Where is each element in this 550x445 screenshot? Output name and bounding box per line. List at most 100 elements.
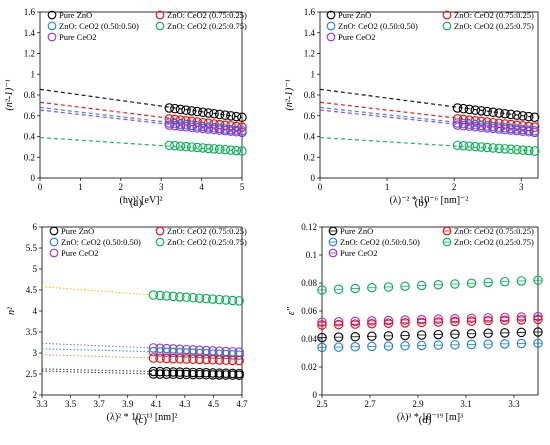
data-point [518,126,528,136]
data-point [181,141,191,152]
data-point [168,369,178,380]
data-point [214,125,225,135]
data-point [226,126,236,136]
y-tick-label: 1 [31,69,36,79]
y-tick-label: 0.2 [24,152,35,162]
data-point [214,294,225,305]
y-axis-label: (n²-1)⁻¹ [284,79,295,110]
legend-marker [47,10,57,20]
data-point [476,122,486,133]
trend-line [319,101,535,128]
x-tick-label: 2.9 [412,399,424,409]
panel-label: (c) [135,414,148,426]
data-point [168,353,178,364]
data-point [161,353,172,364]
data-point [168,367,178,377]
data-point [512,125,522,136]
data-point [198,143,208,153]
data-point [214,355,225,365]
trend-line [41,348,154,353]
data-point [221,349,231,360]
data-point [175,292,185,302]
y-tick-label: 0.12 [301,222,317,232]
panel-label: (d) [419,414,432,426]
data-point [234,370,244,381]
legend-marker [155,10,165,20]
data-point [164,103,175,113]
legend-entry: ZnO: CeO2 (0.50:0.50) [338,21,418,31]
trend-line [39,136,243,152]
data-point [201,349,211,359]
data-point [226,111,236,121]
data-point [203,108,214,118]
data-point [231,127,242,137]
chart-panel-d: 2.5 2.7 2.9 3.1 3.3 0 0.02 0.04 0.06 0.08 0.1 0.12 (… [286,222,543,426]
y-tick-label: 4 [33,306,38,316]
data-point [227,370,238,380]
y-tick-label: 0.06 [301,306,317,316]
legend-marker [326,21,336,31]
data-point [500,108,510,119]
data-point [186,116,197,127]
legend-entry: ZnO: CeO2 (0.25:0.75) [454,21,534,31]
data-point [194,348,205,359]
y-axis-label: ε″ [286,306,297,315]
y-tick-label: 2.5 [26,369,38,379]
x-axis-label: (λ)³ * 10⁻¹⁹ [m]³ [397,412,463,423]
data-point [512,110,522,120]
y-tick-label: 0.02 [301,362,317,372]
legend-entry: Pure CeO2 [59,32,97,42]
data-point [500,119,510,129]
legend-entry: ZnO: CeO2 (0.25:0.75) [454,237,534,247]
data-point [482,142,492,153]
legend-entry: Pure ZnO [59,10,92,20]
data-point [198,107,208,118]
data-point [170,103,180,114]
x-tick-label: 0 [318,182,323,192]
trend-line [41,370,154,375]
legend-entry: ZnO: CeO2 (0.50:0.50) [61,237,141,247]
data-point [198,123,208,134]
x-tick-label: 3.3 [508,399,520,409]
data-point [227,355,238,366]
data-point [488,143,498,153]
data-point [170,120,180,131]
data-point [221,295,231,305]
data-point [186,106,197,116]
trend-line [41,342,154,349]
data-point [181,116,191,126]
data-point [488,117,498,128]
legend-marker [155,21,165,31]
data-point [529,122,540,132]
data-point [203,124,214,134]
data-point [181,105,191,115]
legend-marker [442,10,452,20]
data-point [148,290,159,300]
data-point [175,141,186,151]
data-point [523,145,534,156]
y-tick-label: 0.8 [24,90,36,100]
y-tick-label: 0 [311,173,316,183]
y-tick-label: 0.1 [306,250,317,260]
data-point [201,293,211,304]
legend-entry: Pure CeO2 [61,248,99,258]
x-axis-label: (λ)⁻² * 10⁻⁶ [nm]⁻² [390,195,469,206]
data-point [175,115,186,125]
y-tick-label: 1.2 [304,49,315,59]
x-tick-label: 4.1 [151,399,162,409]
data-point [186,122,197,133]
data-point [203,143,214,154]
data-point [194,354,205,365]
x-tick-label: 0 [38,182,43,192]
x-tick-label: 2.7 [364,399,376,409]
data-point [464,121,475,131]
panel-label: (a) [130,197,143,209]
chart-panel-c: 3.3 3.5 3.7 3.9 4.1 4.3 4.5 4.7 2 2.5 3 3.5 4 4.5 5 5.5… [6,222,248,426]
y-tick-label: 1.4 [24,28,36,38]
data-point [148,346,159,357]
y-tick-label: 0.6 [304,111,316,121]
x-tick-label: 3.3 [36,399,48,409]
data-point [488,123,498,134]
data-point [518,111,528,121]
